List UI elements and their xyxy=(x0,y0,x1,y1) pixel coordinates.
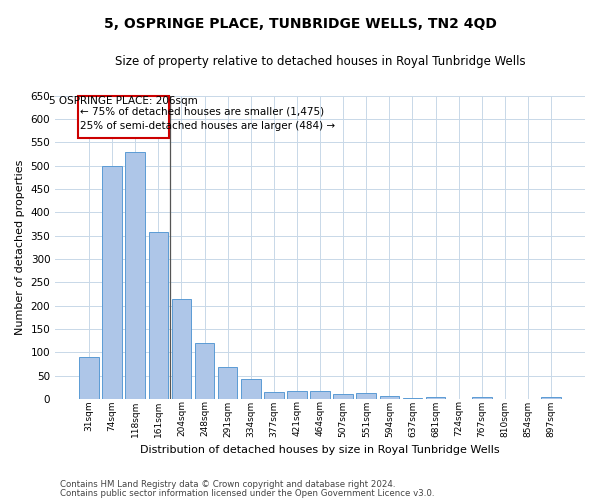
Bar xyxy=(79,357,99,399)
Bar xyxy=(287,391,307,399)
Bar xyxy=(149,232,168,399)
Text: 5, OSPRINGE PLACE, TUNBRIDGE WELLS, TN2 4QD: 5, OSPRINGE PLACE, TUNBRIDGE WELLS, TN2 … xyxy=(104,18,496,32)
Bar xyxy=(541,396,561,399)
Text: 5 OSPRINGE PLACE: 206sqm: 5 OSPRINGE PLACE: 206sqm xyxy=(49,96,198,106)
Bar xyxy=(426,396,445,399)
Bar xyxy=(195,343,214,399)
Bar xyxy=(380,396,399,399)
Text: 25% of semi-detached houses are larger (484) →: 25% of semi-detached houses are larger (… xyxy=(80,121,335,131)
Bar xyxy=(356,394,376,399)
Text: Contains HM Land Registry data © Crown copyright and database right 2024.: Contains HM Land Registry data © Crown c… xyxy=(60,480,395,489)
Bar xyxy=(472,396,491,399)
Title: Size of property relative to detached houses in Royal Tunbridge Wells: Size of property relative to detached ho… xyxy=(115,55,526,68)
X-axis label: Distribution of detached houses by size in Royal Tunbridge Wells: Distribution of detached houses by size … xyxy=(140,445,500,455)
Bar xyxy=(241,380,260,399)
Bar xyxy=(264,392,284,399)
Text: ← 75% of detached houses are smaller (1,475): ← 75% of detached houses are smaller (1,… xyxy=(80,107,324,117)
Bar xyxy=(218,367,238,399)
Bar xyxy=(172,298,191,399)
Y-axis label: Number of detached properties: Number of detached properties xyxy=(15,160,25,335)
Bar xyxy=(125,152,145,399)
Bar xyxy=(103,166,122,399)
Bar xyxy=(310,391,330,399)
Bar xyxy=(334,394,353,399)
Bar xyxy=(78,96,169,138)
Text: Contains public sector information licensed under the Open Government Licence v3: Contains public sector information licen… xyxy=(60,488,434,498)
